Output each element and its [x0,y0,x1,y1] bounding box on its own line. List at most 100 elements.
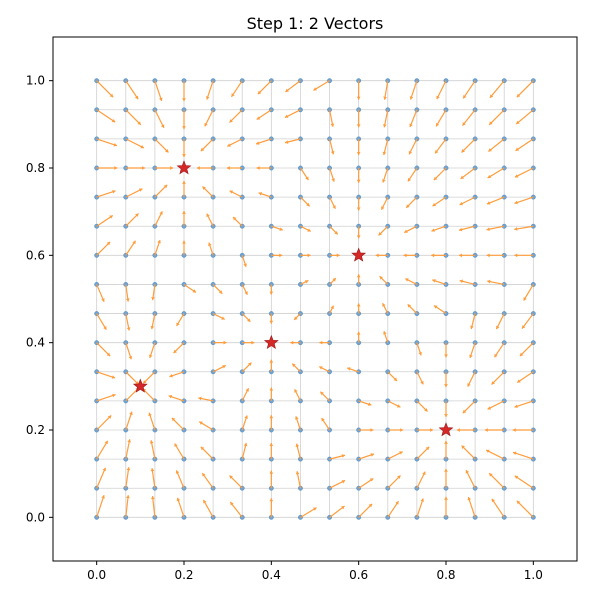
arrow-head [403,253,407,258]
arrow-head [444,414,448,418]
arrow-head [465,470,470,474]
vector-arrow [358,400,372,406]
arrow-head [444,354,448,358]
grid-point [414,369,420,375]
vector-arrow [356,197,361,211]
vector-arrow [183,283,197,293]
vector-arrow [461,138,476,153]
arrow-head [462,122,466,126]
vector-arrow [154,138,169,153]
vector-arrow [462,400,476,414]
vector-arrow [328,167,335,182]
vector-arrow [328,109,335,127]
vector-arrow [491,498,505,518]
vector-arrow [383,330,389,343]
arrow-head [307,228,311,232]
vector-arrow [154,166,174,170]
arrow-head [198,396,202,401]
vector-arrow [96,284,105,302]
arrow-head [383,331,387,335]
arrow-head [231,93,235,97]
arrow-head [218,290,223,294]
arrow-shaft [461,109,476,126]
vector-arrow [269,359,274,372]
vector-arrow [96,440,109,460]
vector-arrow [148,342,156,359]
arrow-shaft [154,109,165,129]
arrow-shaft [125,138,145,149]
vector-arrow [403,253,417,258]
arrow-head [101,495,105,499]
arrow-head [202,473,206,477]
vector-arrow [96,342,111,357]
arrow-head [229,119,233,123]
vector-arrow [96,313,107,330]
vector-arrow [96,393,116,402]
arrow-shaft [176,497,185,518]
vector-arrow [269,498,274,518]
arrow-head [150,468,155,472]
arrow-head [269,470,274,474]
x-tick-label: 1.0 [524,568,543,582]
vector-arrow [125,439,132,460]
x-tick-label: 0.8 [436,568,455,582]
arrow-shaft [96,313,107,330]
arrow-head [514,227,518,231]
vector-arrow [515,138,534,152]
arrow-shaft [410,80,418,100]
arrow-shaft [300,507,317,518]
arrow-head [458,253,462,258]
vector-arrow [200,138,214,152]
arrow-head [126,495,130,499]
arrow-head [103,326,107,330]
vector-arrow [125,240,137,256]
arrow-shaft [516,500,534,518]
arrow-shaft [519,342,534,357]
arrow-head [202,186,206,190]
arrow-shaft [515,109,534,125]
arrow-head [382,179,386,183]
vector-arrow [514,225,534,231]
vector-arrow [356,274,361,285]
arrow-head [433,305,438,309]
arrow-head [370,428,374,432]
vector-arrow [514,400,534,409]
vector-arrow [404,278,418,285]
vector-arrow [444,342,448,358]
arrow-shaft [148,412,156,431]
arrow-head [522,325,526,329]
vector-arrow [465,469,476,489]
arrow-shaft [96,371,116,379]
vector-arrow [271,225,284,231]
vector-arrow [255,138,272,145]
arrow-shaft [96,241,111,256]
arrow-shaft [329,505,345,518]
vector-arrow [329,253,340,258]
vector-arrow [212,313,226,320]
target-star-4 [438,422,454,437]
arrow-head [418,351,422,356]
chart-title: Step 1: 2 Vectors [247,14,384,33]
arrow-head [487,279,491,284]
arrow-head [125,298,130,302]
arrow-head [126,327,131,331]
vector-arrow [125,80,139,100]
arrow-shaft [96,80,114,98]
y-tick-label: 0.0 [26,510,45,524]
arrow-head [135,213,139,217]
vector-arrow [96,415,112,431]
vector-arrow [125,467,131,489]
vector-arrow [431,253,446,258]
arrow-head [341,454,345,458]
target-star-3 [132,378,148,393]
arrow-head [109,93,114,98]
vector-arrow [467,496,476,518]
arrow-head [461,445,465,449]
vector-arrow [432,196,447,207]
vector-arrow [387,500,400,518]
vector-arrow [241,442,248,460]
vector-arrow [461,445,476,460]
vector-arrow [182,80,186,102]
vector-arrow [241,255,247,268]
vector-arrow [487,400,505,410]
